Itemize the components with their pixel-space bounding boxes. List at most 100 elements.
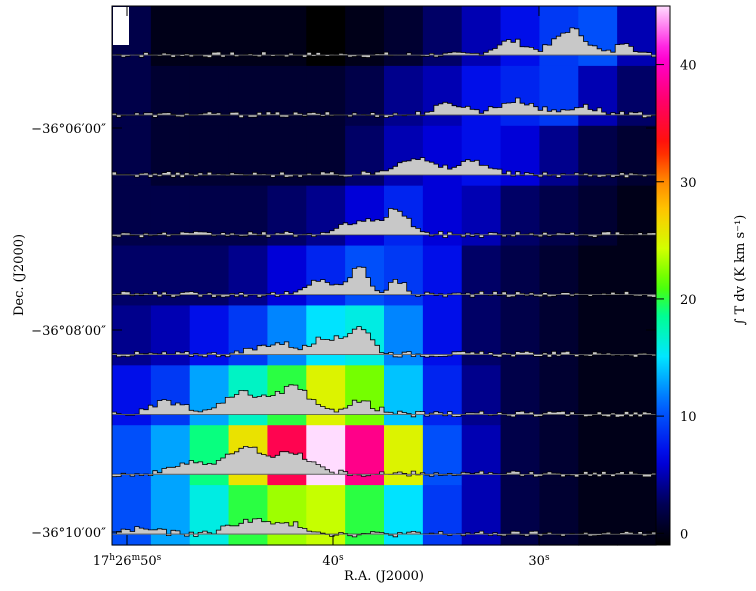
heatmap-cell [384, 125, 424, 187]
colorbar [655, 5, 671, 546]
spectrum-profile [111, 384, 657, 418]
heatmap-cell [267, 185, 307, 247]
heatmap-cell [345, 185, 385, 247]
heatmap-cell [384, 365, 424, 426]
heatmap-cell [539, 245, 579, 307]
heatmap-cell [500, 125, 541, 187]
heatmap-cell [345, 425, 385, 486]
heatmap-cell [422, 485, 463, 546]
heatmap-cell [189, 365, 230, 426]
spectrum-profile [111, 97, 657, 119]
heatmap-cell [539, 185, 579, 247]
heatmap-cell [461, 125, 502, 187]
heatmap-cell [306, 365, 346, 426]
heatmap-cell [578, 485, 618, 546]
heatmap-cell [189, 425, 230, 486]
heatmap-cell [539, 425, 579, 486]
heatmap-cell [306, 245, 346, 307]
heatmap-cell [578, 245, 618, 307]
heatmap-cell [189, 125, 230, 187]
heatmap-cell [539, 365, 579, 426]
y-axis-ticks: −36°06′00″ −36°08′00″ −36°10′00″ [31, 122, 656, 541]
heatmap-cell [461, 65, 502, 127]
heatmap-cell [384, 6, 424, 67]
x-tick-label: 40s [322, 553, 344, 569]
heatmap-cell [345, 485, 385, 546]
heatmap-cell [228, 185, 269, 247]
heatmap-cell [306, 125, 346, 187]
colorbar-tick-label: 30 [680, 176, 697, 191]
spectrum-profile [111, 208, 657, 238]
heatmap-cell [461, 245, 502, 307]
spectrum-profile [111, 266, 657, 298]
heatmap-cell [461, 365, 502, 426]
heatmap-cell [578, 305, 618, 366]
x-axis-ticks: 17h26m50s 40s 30s [93, 6, 550, 569]
heatmap-cell [306, 185, 346, 247]
colorbar-tick-label: 10 [680, 410, 697, 425]
heatmap-cell [500, 6, 541, 67]
heatmap-cell [228, 305, 269, 366]
heatmap-cell [384, 425, 424, 486]
heatmap-cell [150, 485, 191, 546]
heatmap-cell [461, 305, 502, 366]
heatmap-cell [539, 485, 579, 546]
heatmap-cell [461, 485, 502, 546]
y-tick-label: −36°10′00″ [31, 526, 106, 541]
x-axis-label: R.A. (J2000) [344, 569, 424, 584]
heatmap-cell [461, 425, 502, 486]
heatmap-cell [228, 485, 269, 546]
heatmap-cell [306, 6, 346, 67]
heatmap-cell [345, 365, 385, 426]
heatmap-cell [617, 485, 657, 546]
heatmap-cell [306, 425, 346, 486]
heatmap-cell [578, 6, 618, 67]
heatmap-cell [617, 125, 657, 187]
heatmap-cell [384, 485, 424, 546]
heatmap-cell [150, 425, 191, 486]
heatmap-cell [228, 6, 269, 67]
y-tick-label: −36°06′00″ [31, 122, 106, 137]
heatmap-cell [384, 65, 424, 127]
y-axis-label: Dec. (J2000) [12, 234, 27, 316]
heatmap-cell [617, 6, 657, 67]
heatmap-cell [112, 245, 152, 307]
heatmap-cell [189, 305, 230, 366]
heatmap-cell [150, 185, 191, 247]
heatmap-cell [500, 65, 541, 127]
heatmap-cell [384, 245, 424, 307]
heatmap-cell [306, 65, 346, 127]
colorbar-tick-label: 40 [680, 59, 697, 74]
heatmap-cell [189, 65, 230, 127]
heatmap-cell [617, 185, 657, 247]
heatmap-cell [189, 185, 230, 247]
heatmap-cell [150, 305, 191, 366]
heatmap-cell [228, 125, 269, 187]
heatmap-cell [617, 65, 657, 127]
spectrum-profile [111, 326, 657, 358]
blank-corner-marker [113, 7, 129, 45]
heatmap-cell [112, 485, 152, 546]
heatmap-cell [112, 125, 152, 187]
heatmap-cell [150, 365, 191, 426]
heatmap-cell [422, 125, 463, 187]
colorbar-label: ∫ T dv (K km s⁻¹) [733, 215, 748, 326]
heatmap-cell [422, 6, 463, 67]
heatmap-cell [306, 485, 346, 546]
x-tick-label: 30s [528, 553, 550, 569]
x-tick-label: 17h26m50s [93, 553, 162, 569]
heatmap-cell [112, 365, 152, 426]
heatmap-cell [578, 185, 618, 247]
heatmap-cell [500, 305, 541, 366]
heatmap-cell [422, 425, 463, 486]
colorbar-tick-label: 0 [680, 527, 688, 542]
heatmap-cell [267, 485, 307, 546]
heatmap-cell [384, 305, 424, 366]
heatmap-cell [500, 485, 541, 546]
colorbar-ticks: 0 10 20 30 40 [656, 59, 697, 542]
heatmap-cell [422, 65, 463, 127]
spectra-overlay [111, 27, 657, 538]
heatmap-cell [461, 6, 502, 67]
heatmap-cell [539, 305, 579, 366]
